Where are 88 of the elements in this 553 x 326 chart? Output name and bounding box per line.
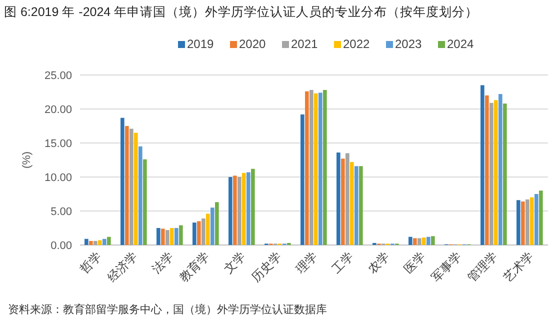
bar [170,228,174,245]
text: 资料来源：教育部留学服务中心，国（境）外学历学位认证数据库 [8,303,327,316]
bar [426,236,430,245]
y-tick-label: 20.00 [44,104,72,116]
bar [521,201,525,245]
bar [120,118,124,245]
bar [84,238,88,245]
x-tick-label: 教育学 [176,249,212,285]
bar [98,240,102,245]
bar [318,92,322,245]
bar [125,126,129,245]
x-tick-label: 理学 [293,249,320,276]
bar [314,93,318,245]
legend-label: 2024 [447,37,474,51]
bar [305,91,309,245]
y-tick-label: 10.00 [44,172,72,184]
bar [210,208,214,245]
bar [89,240,93,245]
bar [526,199,530,245]
bar [166,230,170,245]
bar [107,236,111,245]
bar [156,228,160,245]
bar [179,225,183,245]
y-tick-label: 0.00 [50,240,72,252]
x-tick-label: 文学 [221,249,248,276]
x-tick-label: 工学 [329,249,356,276]
bar [251,168,255,245]
bar [494,100,498,245]
bar [336,152,340,245]
x-tick-label: 军事学 [428,249,464,285]
y-tick-label: 25.00 [44,70,72,82]
bar [202,218,206,245]
bar [534,194,538,245]
bar [143,159,147,245]
bar [161,228,165,245]
bar [480,85,484,245]
x-tick-label: 哲学 [77,249,104,276]
bar [413,238,417,245]
bar [422,238,426,245]
y-tick-label: 5.00 [50,206,72,218]
bar [197,221,201,245]
bar [228,177,232,245]
bar [238,177,242,245]
bar [246,172,250,245]
bar [323,90,327,245]
legend-label: 2021 [291,37,318,51]
bar [485,95,489,245]
x-tick-label: 法学 [149,249,176,276]
legend-label: 2022 [343,37,370,51]
bar [192,222,196,245]
bar [94,240,98,245]
legend-label: 2023 [395,37,422,51]
bar [516,200,520,245]
x-tick-label: 艺术学 [500,249,536,285]
bar [242,172,246,245]
bar [130,128,134,245]
bar [530,197,534,245]
bar [102,238,106,245]
legend-label: 2019 [187,37,214,51]
bar [138,146,142,245]
bar [346,153,350,245]
bar [300,114,304,245]
x-tick-label: 管理学 [464,249,500,285]
bar [354,166,358,245]
x-tick-label: 医学 [401,249,428,276]
bar [174,228,178,245]
bar [206,214,210,245]
y-tick-label: 15.00 [44,138,72,150]
bar [310,90,314,245]
bar [418,238,422,245]
y-axis-title: (%) [21,151,33,169]
bar [503,104,507,245]
chart-title: 图 6:2019 年 -2024 年申请国（境）外学历学位认证人员的专业分布（按年度划分） [4,4,478,19]
bar [350,162,354,245]
bar [431,236,435,245]
bar [341,158,345,245]
bar [233,176,237,245]
x-tick-label: 历史学 [248,249,284,285]
bar [408,236,412,245]
bar [498,94,502,245]
bar [490,102,494,245]
bar [539,190,543,245]
bar [215,202,219,245]
bar [134,132,138,245]
legend-label: 2020 [239,37,266,51]
x-tick-label: 农学 [365,249,392,276]
bar [359,166,363,245]
x-tick-label: 经济学 [104,249,140,285]
